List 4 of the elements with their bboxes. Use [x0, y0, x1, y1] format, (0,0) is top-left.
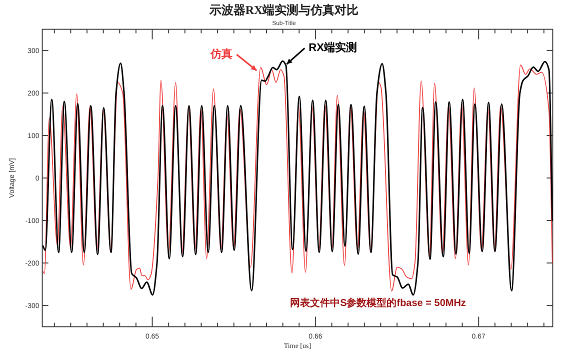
- text: RX端实测: [308, 41, 357, 54]
- text: 仿真: [210, 48, 233, 61]
- annotation: 网表文件中S参数模型的fbase = 50MHz: [290, 297, 466, 309]
- chart-title: 示波器RX端实测与仿真对比: [208, 3, 359, 17]
